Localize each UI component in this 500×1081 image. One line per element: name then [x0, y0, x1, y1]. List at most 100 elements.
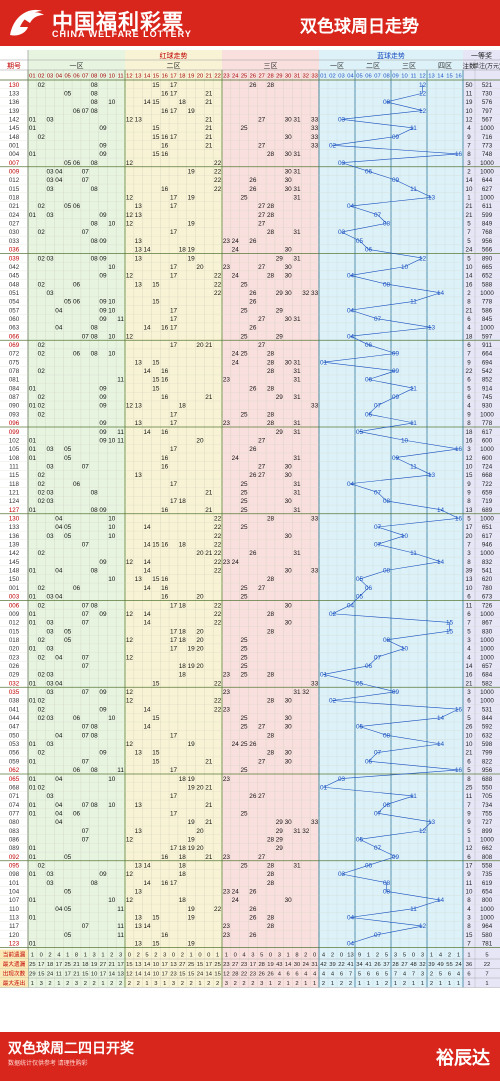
stat-value: 22 — [484, 962, 490, 968]
blue-trend-line — [368, 171, 396, 181]
red-ball: 03 — [46, 186, 54, 193]
prize-amount: 1000 — [480, 325, 494, 332]
red-ball: 25 — [240, 351, 248, 358]
red-number-header: 27 — [258, 74, 264, 80]
prize-count: 10 — [466, 741, 473, 748]
red-ball: 08 — [91, 568, 99, 575]
prize-amount: 644 — [482, 177, 493, 184]
prize-amount: 582 — [482, 680, 493, 687]
prize-count: 6 — [467, 316, 471, 323]
red-ball: 04 — [55, 516, 63, 523]
blue-trend-line — [368, 760, 459, 771]
blue-ball: 01 — [320, 672, 328, 679]
red-ball: 28 — [267, 151, 275, 158]
red-ball: 26 — [249, 299, 257, 306]
stat-value: 1 — [448, 981, 451, 987]
red-ball: 07 — [82, 620, 90, 627]
red-ball: 22 — [214, 706, 222, 713]
red-ball: 10 — [108, 576, 116, 583]
stat-value: 2 — [349, 981, 352, 987]
prize-count: 17 — [466, 524, 473, 531]
red-ball: 03 — [46, 680, 54, 687]
period-number: 145 — [9, 125, 20, 132]
red-ball: 01 — [29, 941, 37, 948]
blue-ball: 04 — [347, 941, 355, 948]
stat-value: 3 — [163, 953, 166, 959]
stat-value: 24 — [197, 972, 204, 978]
red-number-header: 06 — [73, 74, 79, 80]
prize-count: 3 — [467, 160, 471, 167]
blue-ball: 14 — [437, 897, 445, 904]
red-ball: 11 — [117, 316, 124, 323]
red-ball: 13 — [135, 420, 143, 427]
blue-trend-line — [386, 101, 423, 111]
red-ball: 20 — [196, 342, 204, 349]
stat-value: 0 — [313, 953, 316, 959]
red-ball: 05 — [64, 446, 72, 453]
blue-ball: 08 — [383, 568, 391, 575]
red-ball: 31 — [293, 420, 301, 427]
red-ball: 14 — [143, 585, 151, 592]
blue-trend-line — [341, 873, 387, 883]
prize-amount: 659 — [482, 489, 493, 496]
stat-value: 27 — [401, 962, 407, 968]
red-ball: 03 — [46, 290, 54, 297]
prize-count: 3 — [467, 637, 471, 644]
red-ball: 07 — [82, 229, 90, 236]
red-ball: 33 — [311, 568, 319, 575]
red-ball: 26 — [249, 290, 257, 297]
red-ball: 22 — [214, 620, 222, 627]
red-ball: 30 — [285, 698, 293, 705]
period-number: 004 — [9, 151, 20, 158]
red-ball: 28 — [267, 411, 275, 418]
blue-number-header: 02 — [329, 74, 335, 80]
red-ball: 02 — [38, 715, 46, 722]
prize-count: 16 — [466, 281, 473, 288]
red-ball: 26 — [249, 177, 257, 184]
red-ball: 10 — [108, 437, 116, 444]
red-ball: 07 — [82, 169, 90, 176]
prize-amount: 911 — [482, 342, 492, 349]
stat-value: 22 — [241, 972, 247, 978]
blue-trend-line — [386, 283, 441, 294]
stat-value: 17 — [56, 962, 62, 968]
prize-count: 6 — [467, 611, 471, 618]
period-number: 098 — [9, 871, 20, 878]
prize-count: 17 — [466, 863, 473, 870]
stat-value: 26 — [374, 962, 380, 968]
red-ball: 05 — [64, 932, 72, 939]
red-ball: 17 — [170, 90, 178, 97]
blue-ball: 04 — [347, 307, 355, 314]
red-ball: 24 — [232, 897, 240, 904]
red-ball: 27 — [258, 758, 266, 765]
prize-amount: 688 — [482, 776, 493, 783]
blue-trend-line — [386, 500, 441, 510]
stat-value: 0 — [40, 953, 43, 959]
red-ball: 17 — [170, 498, 178, 505]
stat-value: 2 — [93, 981, 96, 987]
stat-label-cell — [0, 959, 28, 969]
blue-ball: 05 — [356, 594, 364, 601]
stat-value: 1 — [216, 953, 219, 959]
blue-trend-line — [350, 327, 432, 337]
red-ball: 06 — [73, 585, 81, 592]
red-ball: 24 — [232, 238, 240, 245]
red-number-header: 21 — [206, 74, 212, 80]
red-ball: 07 — [82, 611, 90, 618]
blue-number-header: 12 — [419, 74, 425, 80]
stat-value: 2 — [110, 981, 113, 987]
red-ball: 23 — [223, 689, 231, 696]
prize-amount: 899 — [482, 828, 493, 835]
blue-trend-line — [350, 266, 405, 276]
red-ball: 08 — [91, 108, 99, 115]
blue-trend-line — [350, 908, 414, 918]
stat-value: 4 — [242, 953, 246, 959]
blue-ball: 09 — [392, 368, 400, 375]
red-ball: 31 — [293, 828, 301, 835]
blue-trend-line — [332, 613, 450, 623]
period-number: 001 — [9, 585, 20, 592]
red-ball: 10 — [108, 776, 116, 783]
blue-ball: 09 — [392, 689, 400, 696]
prize-count-header: 注数 — [463, 61, 477, 70]
red-ball: 31 — [293, 255, 301, 262]
